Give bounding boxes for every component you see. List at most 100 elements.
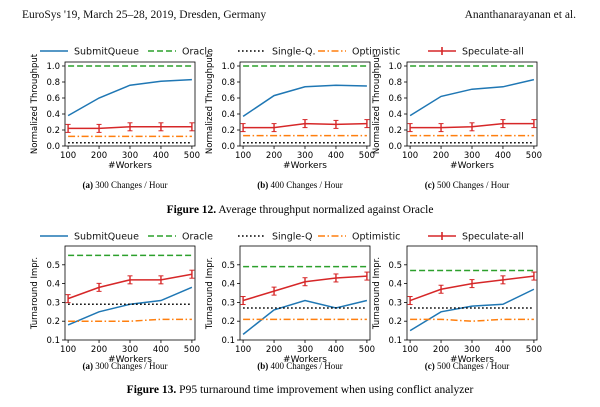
x-tick-label: 100: [402, 151, 418, 161]
legend-label-f12-3: Optimistic: [352, 47, 400, 58]
x-tick-label: 200: [266, 345, 282, 355]
y-tick-label: 0.1: [221, 336, 235, 346]
series-line-0: [67, 78, 192, 117]
x-tick-label: 100: [60, 345, 76, 355]
page-header-right: Ananthanarayanan et al.: [464, 9, 576, 21]
figure12-caption: Figure 12. Average throughput normalized…: [167, 204, 434, 216]
x-tick-label: 200: [91, 345, 107, 355]
legend-figure12: SubmitQueue Oracle Single-Q. Optimistic Spec…: [40, 47, 524, 58]
legend-label-f13-2: Single-Q: [272, 232, 312, 243]
x-axis-label: #Workers: [283, 355, 327, 365]
y-tick-label: 0.6: [46, 94, 60, 104]
y-tick-label: 0.4: [46, 280, 60, 290]
figure12-caption-label: Figure 12.: [167, 204, 217, 216]
x-tick-label: 500: [359, 151, 375, 161]
subcaption-label: (b): [257, 180, 270, 190]
chart-panel-fig12-0: 0.0 0.2 0.4 0.6 0.8 1.0 100 200 300 400 500 #Worker…: [30, 53, 200, 190]
subcaption: (c) 500 Changes / Hour: [425, 180, 510, 190]
figure13-caption: Figure 13. P95 turnaround time improveme…: [127, 384, 474, 396]
y-tick-label: 0.5: [221, 261, 235, 271]
chart-panel-fig12-1: 0.0 0.2 0.4 0.6 0.8 1.0 100 200 300 400 500 #Worker…: [205, 53, 375, 190]
plot-frame: [64, 61, 196, 147]
y-axis-label: Turnaround Impr.: [372, 257, 382, 330]
y-tick-label: 0.2: [46, 126, 60, 136]
x-tick-label: 300: [297, 151, 313, 161]
y-tick-label: 0.8: [46, 78, 60, 88]
y-axis-label: Normalized Throughput: [205, 53, 215, 154]
x-axis-label: #Workers: [450, 355, 494, 365]
y-tick-label: 0.0: [221, 142, 235, 152]
subcaption-text: 400 Changes / Hour: [271, 180, 343, 190]
x-tick-label: 300: [122, 151, 138, 161]
subcaption: (c) 500 Changes / Hour: [425, 361, 510, 371]
x-tick-label: 400: [328, 345, 344, 355]
y-tick-label: 0.8: [388, 78, 402, 88]
subcaption-text: 500 Changes / Hour: [437, 361, 509, 371]
x-tick-label: 500: [184, 151, 200, 161]
subcaption-label: (c): [425, 180, 437, 190]
y-tick-label: 1.0: [221, 62, 235, 72]
series-line-3: [410, 318, 534, 322]
y-tick-label: 0.2: [388, 126, 402, 136]
y-tick-label: 0.3: [221, 298, 235, 308]
subcaption: (a) 300 Changes / Hour: [83, 361, 168, 371]
x-tick-label: 500: [184, 345, 200, 355]
x-axis-label: #Workers: [108, 355, 152, 365]
x-axis-label: #Workers: [108, 161, 152, 171]
x-tick-label: 500: [526, 151, 542, 161]
subcaption: (b) 400 Changes / Hour: [257, 361, 343, 371]
y-tick-label: 0.2: [221, 126, 235, 136]
figure13-caption-text: P95 turnaround time improvement when usi…: [176, 384, 473, 396]
subcaption: (a) 300 Changes / Hour: [83, 180, 168, 190]
legend-label-f13-1: Oracle: [182, 232, 213, 243]
legend-label-f12-1: Oracle: [182, 47, 213, 58]
figure13-caption-label: Figure 13.: [127, 384, 177, 396]
x-axis-label: #Workers: [450, 161, 494, 171]
x-tick-label: 100: [235, 345, 251, 355]
y-axis-label: Turnaround Impr.: [205, 257, 215, 330]
y-axis-label: Normalized Throughput: [30, 53, 40, 154]
x-tick-label: 300: [297, 345, 313, 355]
x-tick-label: 500: [359, 345, 375, 355]
legend-figure13: SubmitQueue Oracle Single-Q Optimistic Specu…: [40, 232, 524, 243]
plot-frame: [406, 61, 538, 147]
x-tick-label: 200: [433, 151, 449, 161]
subcaption-text: 300 Changes / Hour: [95, 180, 167, 190]
series-line-3: [68, 318, 192, 322]
y-tick-label: 0.2: [221, 317, 235, 327]
x-tick-label: 100: [60, 151, 76, 161]
y-tick-label: 0.4: [388, 280, 402, 290]
figure12-caption-text: Average throughput normalized against Or…: [216, 204, 433, 216]
y-tick-label: 1.0: [46, 62, 60, 72]
y-tick-label: 0.4: [388, 110, 402, 120]
x-tick-label: 400: [153, 151, 169, 161]
y-tick-label: 0.3: [46, 298, 60, 308]
chart-panel-fig13-0: 0.1 0.2 0.3 0.4 0.5 100 200 300 400 500 #Workers Tu…: [30, 245, 200, 371]
x-tick-label: 200: [433, 345, 449, 355]
series-line-0: [242, 84, 367, 118]
x-tick-label: 400: [153, 345, 169, 355]
x-tick-label: 300: [122, 345, 138, 355]
y-tick-label: 0.3: [388, 298, 402, 308]
plot-frame: [239, 245, 371, 341]
y-tick-label: 0.6: [221, 94, 235, 104]
chart-panel-fig13-2: 0.1 0.2 0.3 0.4 0.5 100 200 300 400 500 #Workers Tu…: [372, 245, 542, 371]
chart-panel-fig13-1: 0.1 0.2 0.3 0.4 0.5 100 200 300 400 500 #Workers Tu…: [205, 245, 375, 371]
y-tick-label: 1.0: [388, 62, 402, 72]
legend-label-f13-3: Optimistic: [352, 232, 400, 243]
x-axis-label: #Workers: [283, 161, 327, 171]
y-tick-label: 0.1: [46, 336, 60, 346]
x-tick-label: 200: [91, 151, 107, 161]
x-tick-label: 200: [266, 151, 282, 161]
y-tick-label: 0.6: [388, 94, 402, 104]
plot-frame: [239, 61, 371, 147]
subcaption-text: 400 Changes / Hour: [271, 361, 343, 371]
chart-panel-fig12-2: 0.0 0.2 0.4 0.6 0.8 1.0 100 200 300 400 500 #Worker…: [372, 53, 542, 190]
legend-label-f13-0: SubmitQueue: [74, 232, 139, 243]
y-tick-label: 0.2: [388, 317, 402, 327]
subcaption-label: (b): [257, 361, 270, 371]
x-tick-label: 400: [495, 345, 511, 355]
subcaption-label: (a): [83, 180, 96, 190]
x-tick-label: 400: [495, 151, 511, 161]
y-tick-label: 0.1: [388, 336, 402, 346]
